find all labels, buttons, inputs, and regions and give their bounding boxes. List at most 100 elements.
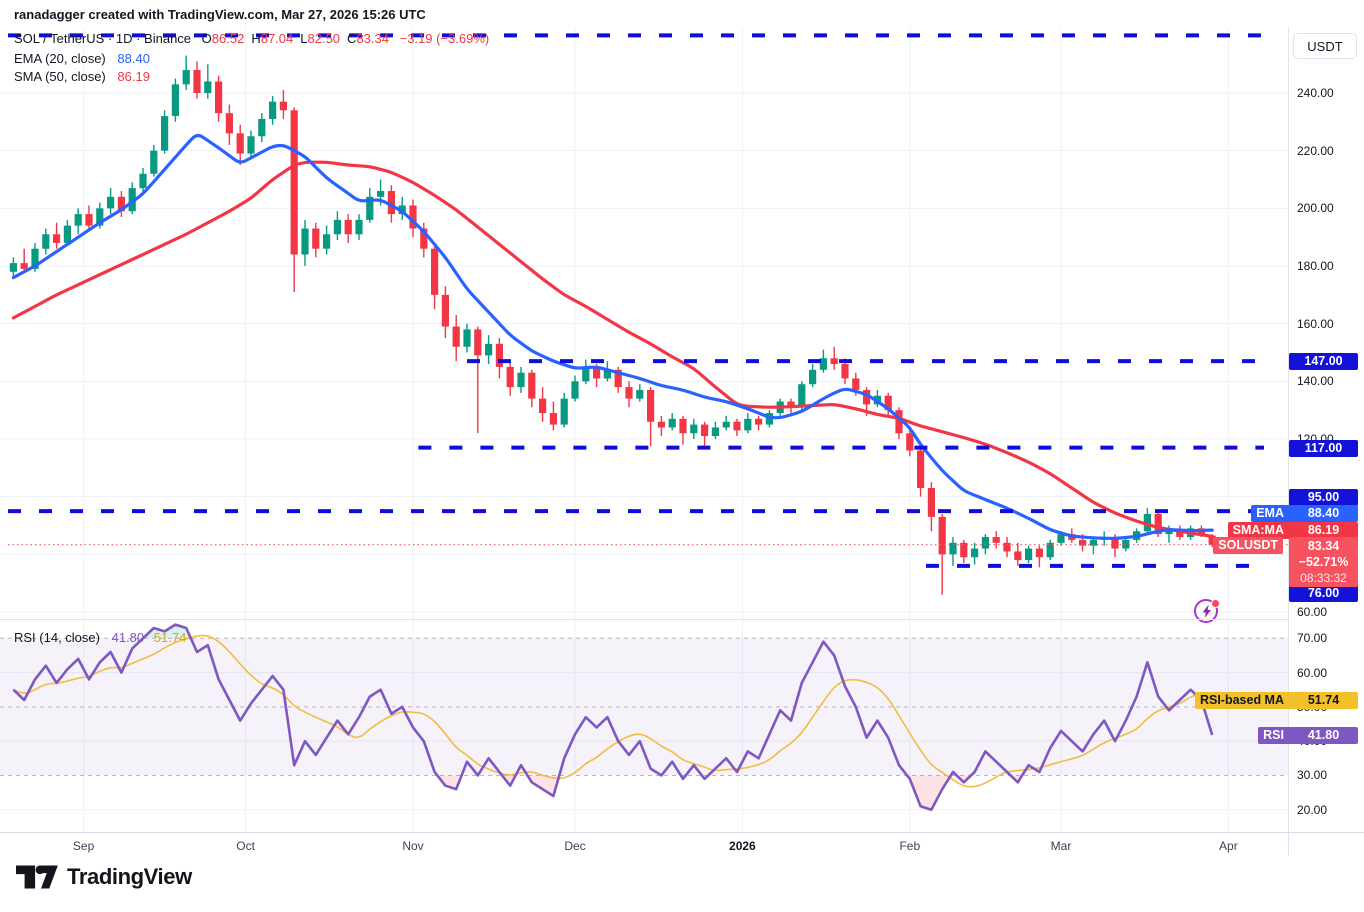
ohlc-value: 87.04 — [260, 31, 294, 46]
candle-body — [63, 225, 71, 243]
time-axis-border — [0, 832, 1364, 833]
candle-body — [830, 358, 838, 365]
candle-body — [582, 366, 590, 382]
candle-body — [1079, 539, 1087, 546]
rsi-badge: RSI 41.80 — [1258, 726, 1358, 744]
sma-badge-label: SMA:MA — [1227, 521, 1289, 539]
candle-body — [312, 228, 320, 249]
candle-body — [269, 101, 277, 119]
rsi-legend-row: RSI (14, close) 41.80 51.74 — [14, 630, 186, 645]
candle-body — [193, 69, 201, 93]
sma50-line — [11, 160, 1214, 539]
candle-body — [647, 389, 655, 422]
time-axis[interactable] — [0, 833, 1364, 856]
axis-tick-label: 60.00 — [1297, 665, 1328, 680]
candle-body — [366, 196, 374, 220]
candle-body — [841, 364, 849, 379]
sma-badge-value: 86.19 — [1289, 521, 1358, 539]
candle-body — [679, 418, 687, 434]
candle-body — [755, 418, 763, 425]
candle-body — [560, 398, 568, 425]
ema-price-badge: EMA 88.40 — [1251, 504, 1358, 522]
candle-body — [171, 84, 179, 117]
candle-body — [657, 421, 665, 428]
candle-body — [236, 133, 244, 154]
candle-body — [53, 234, 61, 243]
currency-toggle-button[interactable]: USDT — [1293, 33, 1357, 59]
tradingview-logo-icon — [16, 865, 58, 889]
candle-body — [290, 110, 298, 255]
tradingview-logo: TradingView — [16, 864, 192, 890]
candle-body — [1208, 535, 1216, 545]
rsi-legend-value: 41.80 — [111, 630, 145, 645]
candle-body — [323, 234, 331, 249]
ohlc-value: 82.50 — [307, 31, 341, 46]
symbol-legend-row: SOL / TetherUS · 1D · Binance O86.52 H87.… — [14, 31, 489, 46]
candle-body — [225, 113, 233, 134]
symbol-title: SOL / TetherUS · 1D · Binance — [14, 31, 192, 46]
candle-body — [895, 410, 903, 434]
candle-body — [917, 450, 925, 489]
rsi-ma-badge: RSI-based MA 51.74 — [1194, 691, 1358, 709]
axis-tick-label: 20.00 — [1297, 802, 1328, 817]
last-price-value: 83.34 — [1307, 539, 1340, 553]
ema-badge-label: EMA — [1251, 504, 1289, 522]
candle-body — [625, 387, 633, 399]
candle-body — [1035, 548, 1043, 558]
ohlc-letter: L — [300, 31, 308, 46]
candle-body — [938, 516, 946, 555]
candle-body — [495, 343, 503, 367]
sma-legend-label: SMA (50, close) — [14, 69, 106, 84]
candle-body — [377, 191, 385, 197]
last-price-change: −52.71% — [1298, 555, 1349, 569]
candle-body — [398, 205, 406, 215]
rsi-legend-label: RSI (14, close) — [14, 630, 100, 645]
symbol-price-chip: SOLUSDT — [1213, 537, 1283, 554]
candle-body — [1165, 531, 1173, 535]
candle-body — [474, 329, 482, 356]
candle-body — [733, 421, 741, 431]
candle-body — [927, 488, 935, 517]
ema-legend-row: EMA (20, close) 88.40 — [14, 51, 150, 66]
rsi-ma-badge-label: RSI-based MA — [1194, 691, 1289, 709]
candle-body — [117, 196, 125, 212]
level-badge-95: 95.00 — [1289, 488, 1358, 506]
candle-body — [971, 548, 979, 558]
candle-body — [949, 542, 957, 555]
candle-body — [344, 219, 352, 235]
candle-body — [301, 228, 309, 255]
chart-canvas[interactable] — [0, 28, 1288, 832]
candle-body — [42, 234, 50, 249]
candle-body — [441, 294, 449, 327]
rsi-ma-line — [13, 634, 1213, 788]
rsi-badge-value: 41.80 — [1289, 726, 1358, 744]
candle-body — [1089, 539, 1097, 546]
price-axis-border — [1288, 28, 1289, 856]
candle-body — [452, 326, 460, 347]
candle-body — [431, 248, 439, 295]
candle-body — [1025, 548, 1033, 561]
rsi-badge-label: RSI — [1258, 726, 1289, 744]
candle-body — [571, 381, 579, 399]
axis-tick-label: 180.00 — [1297, 258, 1334, 273]
candle-body — [711, 427, 719, 437]
candle-body — [1122, 539, 1130, 549]
candle-body — [549, 413, 557, 425]
tradingview-logo-text: TradingView — [67, 864, 192, 889]
candle-body — [463, 329, 471, 347]
time-axis-label: Apr — [1219, 839, 1238, 853]
candle-body — [517, 372, 525, 388]
spark-watermark-icon — [1193, 597, 1221, 625]
candle-body — [150, 150, 158, 174]
candle-body — [819, 358, 827, 370]
ema-legend-value: 88.40 — [117, 51, 150, 66]
candle-body — [128, 188, 136, 212]
ohlc-value: 86.52 — [211, 31, 245, 46]
candle-body — [906, 433, 914, 451]
level-badge-147: 147.00 — [1289, 352, 1358, 370]
time-axis-label: Feb — [899, 839, 921, 853]
ohlc-value: 83.34 — [356, 31, 389, 46]
candle-body — [107, 196, 115, 209]
pane-divider[interactable] — [0, 619, 1288, 620]
candle-body — [960, 542, 968, 558]
